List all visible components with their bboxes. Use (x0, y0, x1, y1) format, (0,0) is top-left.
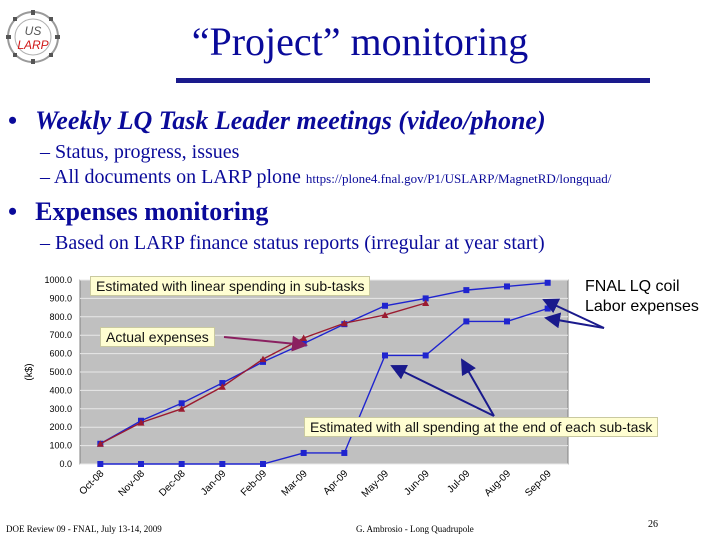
y-tick-label: 200.0 (49, 422, 72, 432)
us-larp-logo: US LARP (6, 10, 60, 64)
chart-svg: 0.0 100.0 200.0 300.0 400.0 500.0 600.0 700.0 80… (18, 268, 575, 515)
data-point (259, 355, 267, 363)
data-point (382, 302, 388, 309)
data-point (463, 287, 470, 294)
data-point (422, 352, 429, 359)
data-point (137, 419, 145, 426)
series-line-1 (99, 282, 548, 445)
footer-left: DOE Review 09 - FNAL, July 13-14, 2009 (6, 524, 162, 534)
callout-end-spending: Estimated with all spending at the end o… (304, 417, 659, 437)
data-point (544, 305, 551, 312)
title-underline (176, 78, 650, 83)
y-tick-label: 100.0 (49, 441, 72, 451)
bullet-text: Expenses monitoring (35, 197, 269, 226)
callout-actual-expenses: Actual expenses (100, 327, 215, 347)
data-point (138, 461, 144, 467)
bullet-weekly-meetings: • Weekly LQ Task Leader meetings (video/p… (8, 106, 546, 136)
data-point (463, 318, 470, 325)
subbullet-text: – All documents on LARP plone (40, 166, 301, 188)
data-point (96, 440, 104, 447)
expenses-chart: 0.0 100.0 200.0 300.0 400.0 500.0 600.0 700.0 80… (18, 268, 575, 515)
page-number: 26 (648, 519, 658, 530)
data-point (97, 461, 104, 467)
subbullet-status: – Status, progress, issues (40, 141, 240, 163)
footer-center: G. Ambrosio - Long Quadrupole (356, 524, 474, 534)
y-tick-label: 700.0 (49, 330, 72, 340)
y-tick-label: 0.0 (59, 459, 72, 469)
data-point (219, 380, 226, 387)
data-point (341, 449, 348, 456)
y-tick-label: 500.0 (49, 367, 72, 377)
data-point (219, 461, 226, 467)
y-tick-label: 300.0 (49, 404, 72, 414)
bullet-text: Weekly LQ Task Leader meetings (video/ph… (35, 106, 546, 135)
y-tick-label: 800.0 (49, 312, 72, 322)
fnal-labor-note: FNAL LQ coil Labor expenses (585, 277, 699, 317)
y-tick-label: 400.0 (49, 385, 72, 395)
subbullet-plone: – All documents on LARP plone https://pl… (40, 166, 611, 189)
bullet-dot: • (8, 197, 18, 226)
data-point (504, 283, 510, 290)
y-axis-label: (k$) (24, 363, 35, 380)
bullet-expenses: • Expenses monitoring (8, 197, 268, 227)
fnal-note-line1: FNAL LQ coil (585, 278, 680, 295)
data-point (178, 400, 185, 407)
svg-text:US: US (25, 24, 42, 38)
subbullet-finance: – Based on LARP finance status reports (… (40, 232, 545, 254)
bullet-dot: • (8, 106, 18, 135)
data-point (544, 279, 551, 286)
data-point (300, 449, 307, 456)
y-tick-label: 600.0 (49, 349, 72, 359)
data-point (504, 318, 510, 325)
y-tick-label: 1000.0 (44, 275, 72, 285)
y-tick-label: 900.0 (49, 293, 72, 303)
data-point (422, 295, 429, 302)
svg-text:LARP: LARP (17, 38, 48, 52)
series-line-3 (100, 307, 548, 465)
data-point (382, 352, 388, 359)
data-point (422, 299, 430, 306)
plone-url-link[interactable]: https://plone4.fnal.gov/P1/USLARP/Magnet… (305, 171, 612, 186)
data-point (178, 461, 185, 467)
slide-title: “Project” monitoring (191, 19, 529, 64)
data-point (178, 405, 186, 412)
data-point (340, 319, 348, 327)
data-point (218, 383, 226, 390)
data-point (381, 311, 389, 318)
data-point (260, 461, 266, 467)
fnal-note-line2: Labor expenses (585, 298, 699, 315)
callout-linear-spending: Estimated with linear spending in sub-ta… (90, 276, 371, 296)
data-point (300, 340, 307, 347)
